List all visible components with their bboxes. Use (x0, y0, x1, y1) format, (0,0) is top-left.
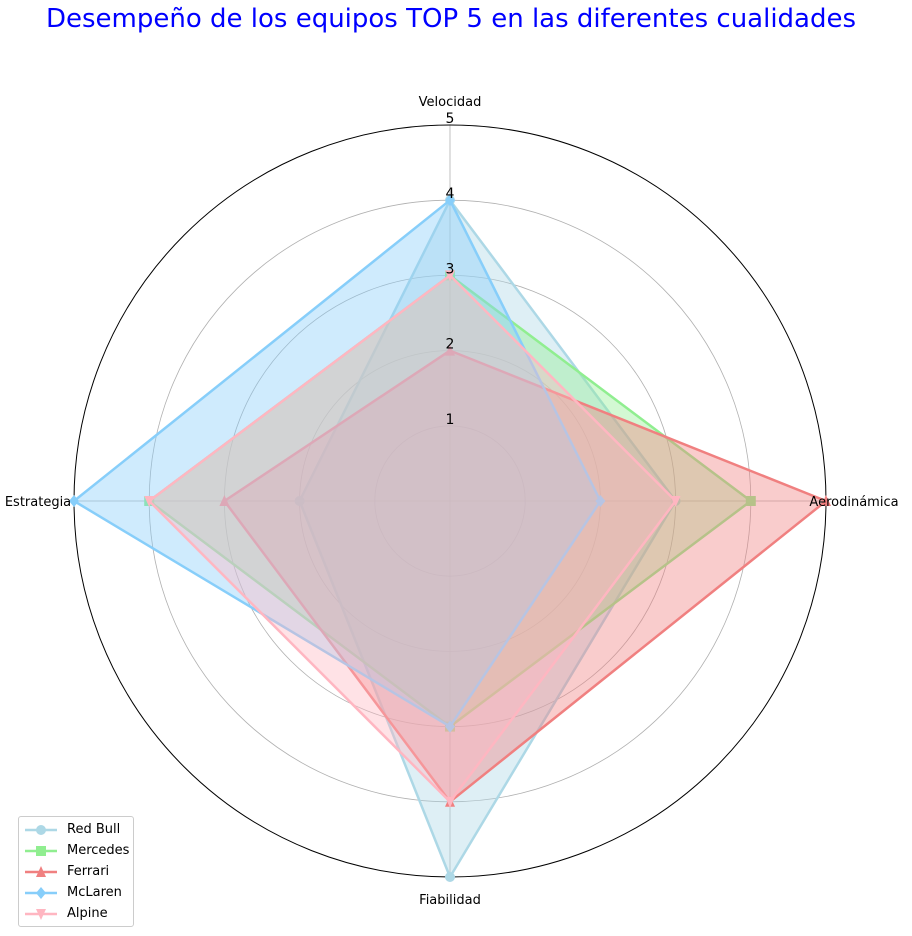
axis-label-1: Velocidad (419, 95, 482, 110)
radial-tick-label: 4 (446, 186, 455, 202)
radial-tick-label: 1 (446, 412, 455, 428)
data-point (595, 495, 606, 507)
data-point (821, 495, 831, 506)
legend-swatch (25, 886, 57, 899)
data-point (219, 495, 230, 506)
legend-label: Mercedes (67, 843, 130, 858)
legend-swatch (25, 845, 57, 856)
series-mclaren (69, 194, 606, 733)
series-area (224, 350, 826, 802)
radial-tick-label: 2 (446, 337, 455, 353)
data-point (144, 496, 155, 507)
axis-label-2: Aerodinámica (809, 495, 898, 510)
legend: Red Bull Mercedes Ferrari McLaren Alpine (18, 816, 134, 927)
legend-item: Ferrari (19, 861, 133, 882)
legend-item: McLaren (19, 882, 133, 903)
data-point (745, 496, 756, 506)
series-area (299, 200, 676, 877)
data-point (294, 496, 305, 506)
data-point (670, 496, 681, 507)
series-alpine (144, 270, 681, 808)
legend-swatch (25, 908, 57, 920)
data-point (69, 495, 79, 507)
legend-label: Alpine (67, 906, 108, 921)
radial-tick-label: 5 (446, 111, 455, 127)
legend-label: Ferrari (67, 864, 110, 879)
legend-swatch (25, 865, 57, 877)
legend-item: Red Bull (19, 819, 133, 840)
legend-label: McLaren (67, 885, 122, 900)
legend-label: Red Bull (67, 822, 121, 837)
legend-item: Mercedes (19, 840, 133, 861)
series-area (74, 200, 601, 727)
legend-item: Alpine (19, 903, 133, 924)
series-area (149, 275, 676, 802)
series-layer (69, 194, 831, 882)
axis-label-4: Estrategia (5, 495, 71, 510)
data-point (445, 194, 455, 207)
axis-label-3: Fiabilidad (419, 893, 481, 908)
data-point (445, 344, 455, 356)
data-point (445, 720, 455, 733)
data-point (445, 270, 455, 282)
legend-swatch (25, 824, 57, 835)
data-point (445, 872, 455, 882)
chart-title: Desempeño de los equipos TOP 5 en las di… (45, 4, 857, 34)
data-point (445, 796, 455, 808)
radial-tick-label: 3 (446, 261, 455, 277)
